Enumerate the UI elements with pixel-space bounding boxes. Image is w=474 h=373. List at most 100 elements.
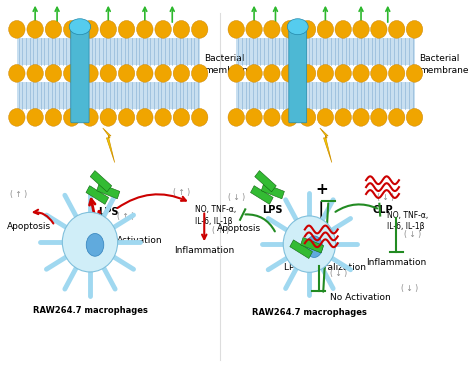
Text: Inflammation: Inflammation [174, 246, 234, 255]
Circle shape [9, 65, 25, 82]
Circle shape [137, 109, 153, 126]
Circle shape [317, 109, 334, 126]
Ellipse shape [306, 236, 322, 257]
Circle shape [155, 21, 171, 38]
Text: LPS neutralization: LPS neutralization [284, 263, 366, 272]
Circle shape [389, 65, 405, 82]
Text: NO, TNF-α,
IL-6, IL-1β: NO, TNF-α, IL-6, IL-1β [387, 211, 428, 231]
Polygon shape [103, 128, 115, 163]
Text: LPS: LPS [98, 207, 118, 217]
Text: Apoptosis: Apoptosis [7, 222, 51, 232]
Text: ( ↑ ): ( ↑ ) [173, 188, 190, 197]
Circle shape [45, 109, 62, 126]
Circle shape [406, 109, 423, 126]
Circle shape [173, 21, 190, 38]
Circle shape [353, 65, 369, 82]
FancyArrowPatch shape [34, 210, 54, 223]
Circle shape [228, 65, 245, 82]
Circle shape [371, 109, 387, 126]
FancyBboxPatch shape [71, 24, 89, 123]
Text: RAW264.7 macrophages: RAW264.7 macrophages [33, 306, 147, 315]
Circle shape [264, 21, 280, 38]
Circle shape [228, 21, 245, 38]
Text: Activation: Activation [118, 236, 163, 245]
Circle shape [335, 109, 351, 126]
Circle shape [371, 21, 387, 38]
Text: Bacterial
membrane: Bacterial membrane [419, 54, 469, 75]
Bar [17, 82, 200, 109]
Circle shape [9, 109, 25, 126]
Circle shape [264, 65, 280, 82]
Circle shape [63, 212, 118, 272]
Circle shape [173, 109, 190, 126]
FancyArrowPatch shape [246, 214, 275, 231]
Circle shape [299, 109, 316, 126]
Circle shape [82, 109, 98, 126]
Circle shape [335, 21, 351, 38]
Circle shape [283, 216, 336, 272]
Circle shape [228, 109, 245, 126]
Polygon shape [251, 186, 273, 204]
Circle shape [282, 109, 298, 126]
FancyArrowPatch shape [118, 194, 186, 208]
Circle shape [100, 21, 117, 38]
Circle shape [335, 65, 351, 82]
Circle shape [389, 21, 405, 38]
Polygon shape [301, 238, 324, 253]
Circle shape [353, 21, 369, 38]
Polygon shape [320, 128, 332, 163]
Ellipse shape [86, 233, 104, 256]
Polygon shape [290, 240, 312, 258]
Circle shape [246, 21, 262, 38]
Circle shape [264, 109, 280, 126]
Text: ( ↓ ): ( ↓ ) [330, 269, 347, 278]
Text: CLP: CLP [372, 205, 393, 215]
FancyArrowPatch shape [336, 204, 377, 212]
Circle shape [118, 109, 135, 126]
Circle shape [45, 65, 62, 82]
Circle shape [406, 21, 423, 38]
Circle shape [118, 21, 135, 38]
Circle shape [137, 21, 153, 38]
Bar [236, 82, 414, 109]
Circle shape [100, 109, 117, 126]
Circle shape [155, 65, 171, 82]
Ellipse shape [287, 19, 308, 35]
Circle shape [389, 109, 405, 126]
Circle shape [371, 65, 387, 82]
FancyBboxPatch shape [289, 24, 307, 123]
Circle shape [299, 21, 316, 38]
Circle shape [64, 21, 80, 38]
Circle shape [246, 65, 262, 82]
Bar [236, 38, 414, 65]
Circle shape [282, 65, 298, 82]
Circle shape [155, 109, 171, 126]
Text: ( ↑ ): ( ↑ ) [118, 212, 135, 221]
Circle shape [27, 65, 43, 82]
Text: NO, TNF-α,
IL-6, IL-1β: NO, TNF-α, IL-6, IL-1β [195, 205, 237, 226]
Circle shape [27, 109, 43, 126]
Circle shape [118, 65, 135, 82]
Ellipse shape [69, 19, 91, 35]
Circle shape [282, 21, 298, 38]
Circle shape [353, 109, 369, 126]
Circle shape [45, 21, 62, 38]
Circle shape [299, 65, 316, 82]
Text: +: + [315, 182, 328, 197]
Circle shape [246, 109, 262, 126]
Polygon shape [255, 170, 276, 192]
Text: ( ↑ ): ( ↑ ) [211, 226, 228, 235]
Polygon shape [86, 186, 109, 204]
Bar [17, 38, 200, 65]
Circle shape [191, 65, 208, 82]
Circle shape [82, 65, 98, 82]
Circle shape [64, 65, 80, 82]
Circle shape [406, 65, 423, 82]
Circle shape [317, 21, 334, 38]
Circle shape [137, 65, 153, 82]
Text: ( ↓ ): ( ↓ ) [228, 193, 245, 202]
Polygon shape [90, 170, 112, 192]
Text: RAW264.7 macrophages: RAW264.7 macrophages [252, 308, 367, 317]
Circle shape [100, 65, 117, 82]
Text: ( ↓ ): ( ↓ ) [401, 284, 418, 293]
